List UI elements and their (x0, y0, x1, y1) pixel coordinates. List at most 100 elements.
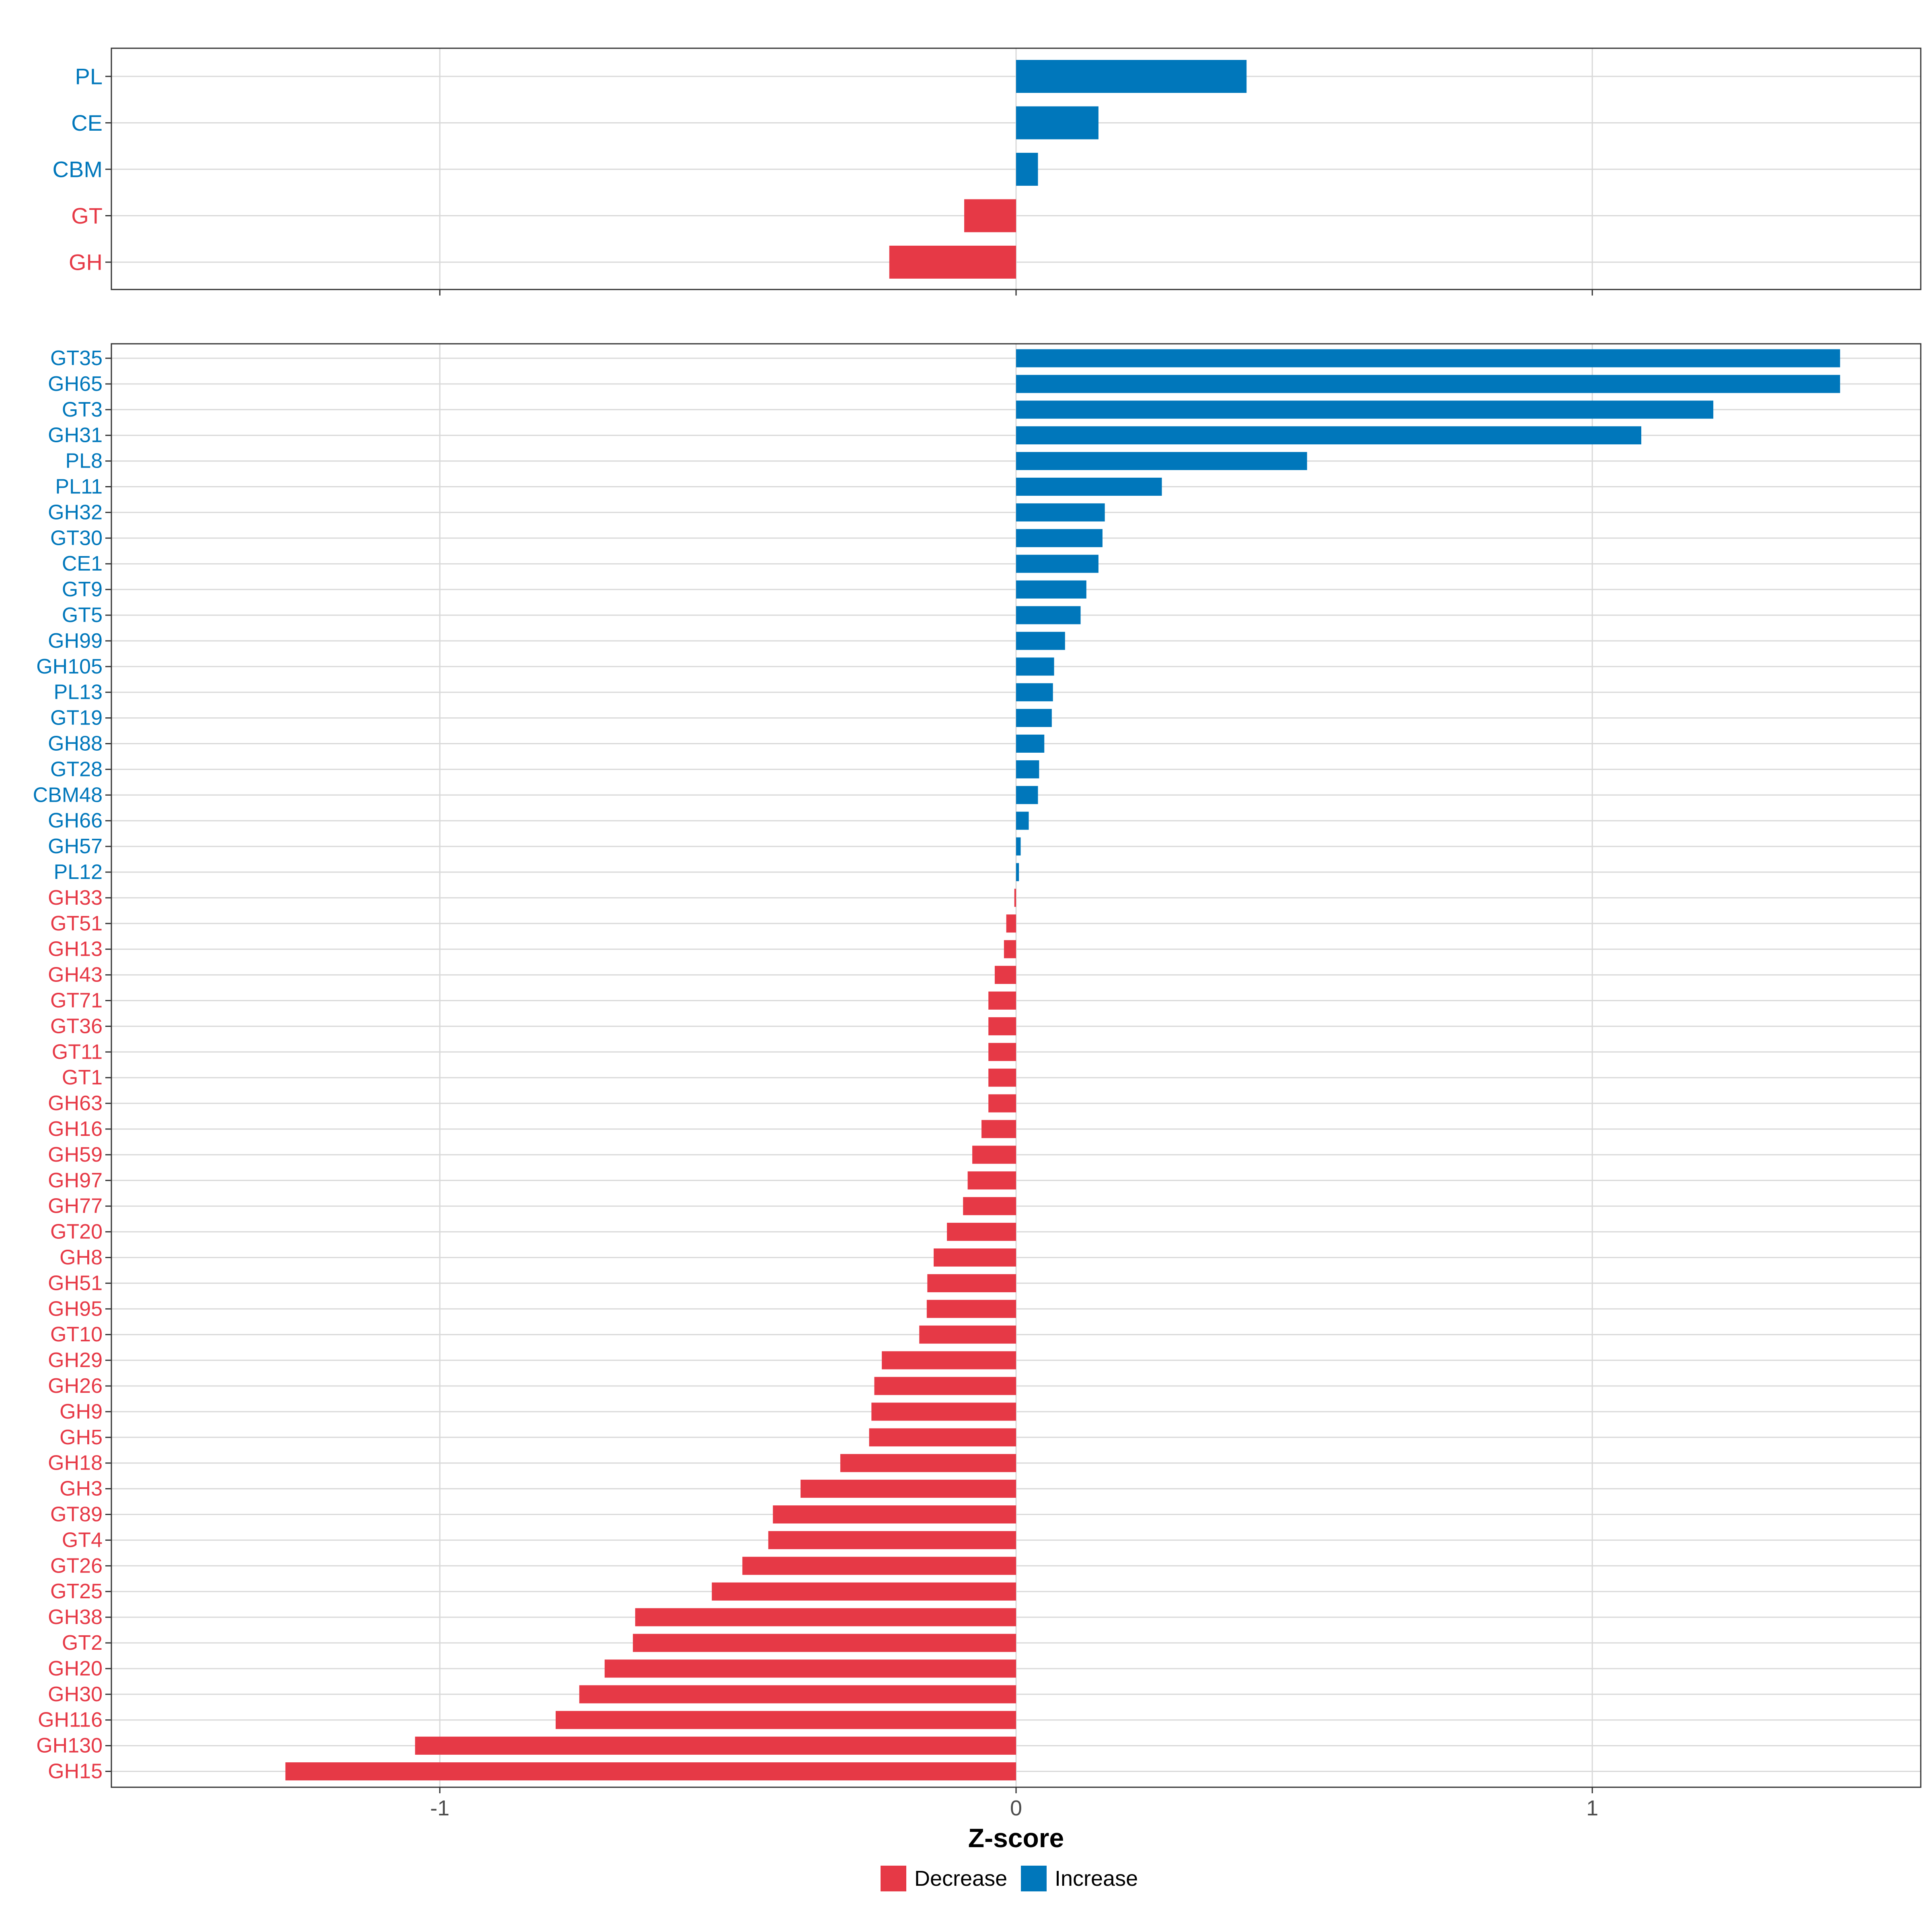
category-label-GH59: GH59 (48, 1143, 103, 1166)
category-label-GT25: GT25 (50, 1580, 103, 1603)
bar-GH43 (994, 966, 1016, 984)
category-label-GT89: GT89 (50, 1503, 103, 1526)
category-label-GH116: GH116 (38, 1708, 103, 1732)
category-label-GT36: GT36 (50, 1014, 103, 1038)
bar-GT28 (1016, 760, 1039, 778)
category-label-GH3: GH3 (60, 1477, 103, 1501)
bar-GT25 (712, 1582, 1016, 1601)
category-label-GH51: GH51 (48, 1271, 103, 1295)
bar-GH8 (934, 1248, 1016, 1267)
category-label-GT19: GT19 (50, 706, 103, 730)
category-label-GH88: GH88 (48, 732, 103, 756)
category-label-GT20: GT20 (50, 1220, 103, 1244)
bar-GH18 (840, 1454, 1016, 1472)
bar-GH3 (801, 1480, 1016, 1498)
category-label-GH99: GH99 (48, 629, 103, 653)
category-label-GT26: GT26 (50, 1554, 103, 1577)
bar-GH97 (967, 1171, 1016, 1190)
category-label-GT5: GT5 (62, 604, 103, 627)
category-label-PL8: PL8 (65, 450, 103, 473)
bar-GT5 (1016, 606, 1081, 624)
category-label-CBM48: CBM48 (33, 783, 103, 807)
category-label-GH95: GH95 (48, 1297, 103, 1320)
bar-GT11 (988, 1043, 1016, 1061)
category-label-GT3: GT3 (62, 398, 103, 421)
bar-GT9 (1016, 580, 1086, 599)
bar-GT19 (1016, 709, 1052, 727)
category-label-GT4: GT4 (62, 1528, 103, 1552)
bar-CE1 (1016, 554, 1098, 573)
bar-GT1 (988, 1068, 1016, 1087)
bar-GH99 (1016, 632, 1065, 650)
bar-GH88 (1016, 735, 1045, 753)
legend-label-decrease: Decrease (914, 1866, 1007, 1891)
bar-GT20 (947, 1223, 1016, 1241)
category-label-PL: PL (75, 64, 103, 89)
category-label-GT11: GT11 (52, 1040, 103, 1064)
bar-GH65 (1016, 375, 1840, 393)
bar-GH29 (882, 1351, 1016, 1369)
bar-GT10 (919, 1325, 1016, 1344)
top-panel: PL CE CBM GT GH (53, 47, 1922, 296)
bar-GT26 (742, 1556, 1016, 1575)
category-label-GH38: GH38 (48, 1606, 103, 1629)
category-label-GT: GT (71, 203, 103, 228)
bar-GT71 (988, 992, 1016, 1010)
bar-GH51 (927, 1274, 1016, 1292)
category-label-GT51: GT51 (50, 912, 103, 935)
category-label-GH105: GH105 (36, 655, 103, 678)
category-label-GH5: GH5 (60, 1426, 103, 1449)
legend-label-increase: Increase (1055, 1866, 1138, 1891)
bar-GT35 (1016, 349, 1840, 368)
legend-swatch-decrease (881, 1866, 906, 1891)
bar-GT3 (1016, 400, 1714, 419)
bar-GH57 (1016, 837, 1021, 856)
category-label-GT35: GT35 (50, 347, 103, 370)
category-label-PL13: PL13 (54, 681, 103, 704)
bar-GH59 (972, 1146, 1016, 1164)
bar-PL12 (1016, 863, 1019, 881)
bar-GH15 (285, 1762, 1016, 1780)
category-label-GH20: GH20 (48, 1657, 103, 1680)
bar-GH32 (1016, 503, 1105, 521)
category-label-GH31: GH31 (48, 424, 103, 447)
bar-CBM (1016, 153, 1038, 186)
bar-PL13 (1016, 683, 1053, 702)
category-label-GT10: GT10 (50, 1323, 103, 1346)
category-label-PL11: PL11 (55, 475, 103, 499)
category-label-GH9: GH9 (60, 1400, 103, 1423)
category-label-GH16: GH16 (48, 1117, 103, 1141)
x-axis-label: Z-score (968, 1823, 1064, 1853)
category-label-GT30: GT30 (50, 526, 103, 550)
bar-GT30 (1016, 529, 1103, 547)
bar-PL11 (1016, 478, 1162, 496)
bottom-panel: GT35GH65GT3GH31PL8PL11GH32GT30CE1GT9GT5G… (33, 343, 1922, 1820)
bar-GH20 (604, 1659, 1016, 1678)
bar-GH105 (1016, 657, 1054, 676)
category-label-GH43: GH43 (48, 963, 103, 987)
category-label-GH77: GH77 (48, 1195, 103, 1218)
category-label-GH30: GH30 (48, 1683, 103, 1706)
category-label-GH57: GH57 (48, 835, 103, 858)
category-label-GH66: GH66 (48, 809, 103, 832)
x-tick-label: 0 (1010, 1796, 1022, 1820)
category-label-CE1: CE1 (62, 552, 103, 575)
category-label-GH18: GH18 (48, 1452, 103, 1475)
bar-CE (1016, 106, 1098, 140)
category-label-GH130: GH130 (36, 1734, 103, 1757)
x-tick-label: -1 (430, 1796, 450, 1820)
category-label-CBM: CBM (53, 157, 103, 182)
bar-GH95 (926, 1300, 1016, 1318)
category-label-GH97: GH97 (48, 1169, 103, 1192)
category-label-GH13: GH13 (48, 938, 103, 961)
category-label-GH15: GH15 (48, 1760, 103, 1783)
bar-GH130 (415, 1737, 1016, 1755)
bar-GH5 (869, 1428, 1016, 1447)
bar-CBM48 (1016, 786, 1038, 804)
category-label-GH33: GH33 (48, 886, 103, 910)
bar-GH38 (635, 1608, 1016, 1626)
bar-GH30 (579, 1685, 1016, 1704)
bar-GH66 (1016, 811, 1029, 830)
